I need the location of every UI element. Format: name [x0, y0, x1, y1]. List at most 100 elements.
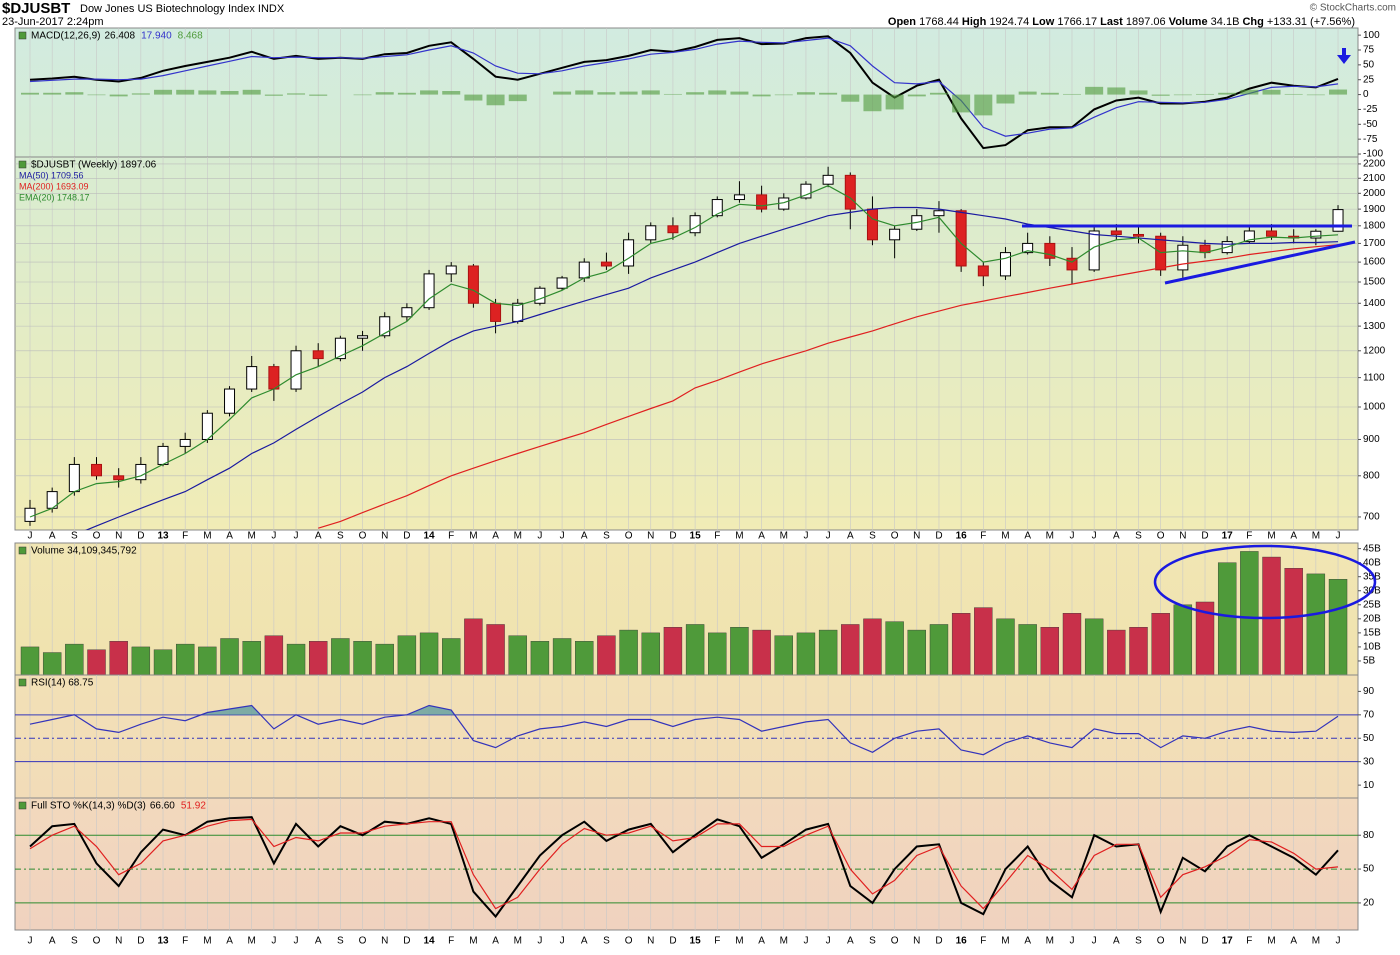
y-tick-label: 2100 [1363, 173, 1386, 184]
candle-body [889, 228, 901, 241]
panel [15, 157, 1358, 530]
candle-body [135, 463, 147, 481]
candle-body [1066, 257, 1078, 271]
y-tick-label: 50 [1363, 864, 1375, 875]
panel [15, 675, 1358, 798]
annotations [1022, 48, 1377, 620]
x-tick-label: N [381, 531, 388, 542]
volume-bar [508, 635, 527, 675]
volume-bar [1284, 568, 1303, 675]
x-tick-label: 17 [1222, 531, 1234, 542]
x-tick-label: J [28, 936, 33, 947]
volume-bar [1107, 629, 1126, 675]
overbought-area [74, 705, 455, 715]
volume-bar [286, 643, 306, 675]
x-tick-label: M [514, 936, 522, 947]
histogram-bar [220, 91, 239, 95]
volume-bar [730, 627, 749, 675]
x-tick-label: 15 [690, 936, 702, 947]
candle-body [933, 210, 945, 217]
x-tick-label: M [469, 936, 477, 947]
histogram-bar [907, 94, 926, 97]
histogram-bar [952, 94, 971, 113]
candle-body [490, 302, 502, 322]
y-tick-label: -50 [1363, 119, 1378, 130]
y-tick-label: 25 [1363, 74, 1375, 85]
y-tick-label: 1600 [1363, 257, 1386, 268]
volume-bar [863, 618, 882, 675]
y-tick-label: 20B [1363, 613, 1381, 624]
panel-background [14, 797, 1359, 931]
x-tick-label: F [980, 531, 986, 542]
histogram-bar [397, 92, 416, 95]
x-tick-label: S [869, 936, 876, 947]
candle-body [445, 265, 457, 275]
histogram-bar [264, 94, 283, 96]
x-tick-label: M [735, 531, 743, 542]
x-tick-label: S [869, 531, 876, 542]
x-tick-label: S [1135, 531, 1142, 542]
candle-body [756, 194, 768, 210]
volume-bar [464, 618, 483, 675]
candle-body [91, 463, 103, 477]
x-tick-label: J [560, 531, 565, 542]
x-tick-label: O [891, 531, 899, 542]
legend-entry: 51.92 [181, 801, 206, 812]
volume-bar [552, 638, 572, 675]
x-tick-label: A [226, 936, 233, 947]
legend-swatch [18, 546, 27, 555]
x-tick-label: O [1157, 936, 1165, 947]
volume-bar [907, 629, 926, 675]
stat-value: +133.31 (+7.56%) [1267, 16, 1355, 28]
x-tick-label: J [28, 531, 33, 542]
y-tick-label: 1900 [1363, 204, 1386, 215]
volume-bar [1129, 627, 1148, 675]
candle-body [822, 174, 834, 185]
candle-body [401, 307, 413, 318]
x-tick-label: S [337, 531, 344, 542]
legend-entry: MA(50) 1709.56 [19, 170, 84, 180]
series-line [318, 244, 1339, 529]
volume-bar [1240, 551, 1259, 675]
x-tick-label: J [1336, 936, 1341, 947]
x-tick-label: A [1113, 936, 1120, 947]
y-tick-label: 2200 [1363, 159, 1386, 170]
y-tick-label: 75 [1363, 45, 1375, 56]
volume-bar [264, 635, 284, 675]
y-tick-label: -75 [1363, 134, 1378, 145]
candle-body [1177, 244, 1189, 271]
x-tick-label: M [735, 936, 743, 947]
x-tick-label: M [248, 936, 256, 947]
volume-bar [951, 613, 971, 675]
volume-bar [87, 649, 106, 675]
stat-label: Chg [1242, 16, 1263, 28]
legend-entry: 26.408 [104, 31, 135, 42]
volume-bar [619, 629, 638, 675]
panel-title: $DJUSBT (Weekly) 1897.06 [31, 160, 157, 171]
y-tick-label: 10 [1363, 780, 1375, 791]
histogram-bar [486, 94, 505, 106]
candle-body [201, 412, 213, 440]
y-tick-label: 35B [1363, 571, 1381, 582]
x-tick-label: F [182, 936, 188, 947]
x-tick-label: F [980, 936, 986, 947]
x-tick-label: 17 [1222, 936, 1234, 947]
x-tick-label: O [625, 936, 633, 947]
candle-body [179, 438, 191, 447]
x-tick-label: F [714, 531, 720, 542]
x-tick-label: O [1157, 531, 1165, 542]
stat-value: 1924.74 [989, 16, 1029, 28]
histogram-bar [730, 91, 749, 95]
volume-bar [331, 638, 350, 675]
x-tick-label: 16 [956, 531, 968, 542]
x-tick-label: D [1201, 531, 1208, 542]
x-tick-label: S [71, 936, 78, 947]
x-tick-label: D [935, 531, 942, 542]
volume-bar [175, 643, 195, 675]
volume-bar [996, 618, 1015, 675]
histogram-bar [1151, 94, 1170, 96]
x-tick-label: N [381, 936, 388, 947]
stat-label: Open [888, 16, 916, 28]
x-tick-label: M [203, 936, 211, 947]
